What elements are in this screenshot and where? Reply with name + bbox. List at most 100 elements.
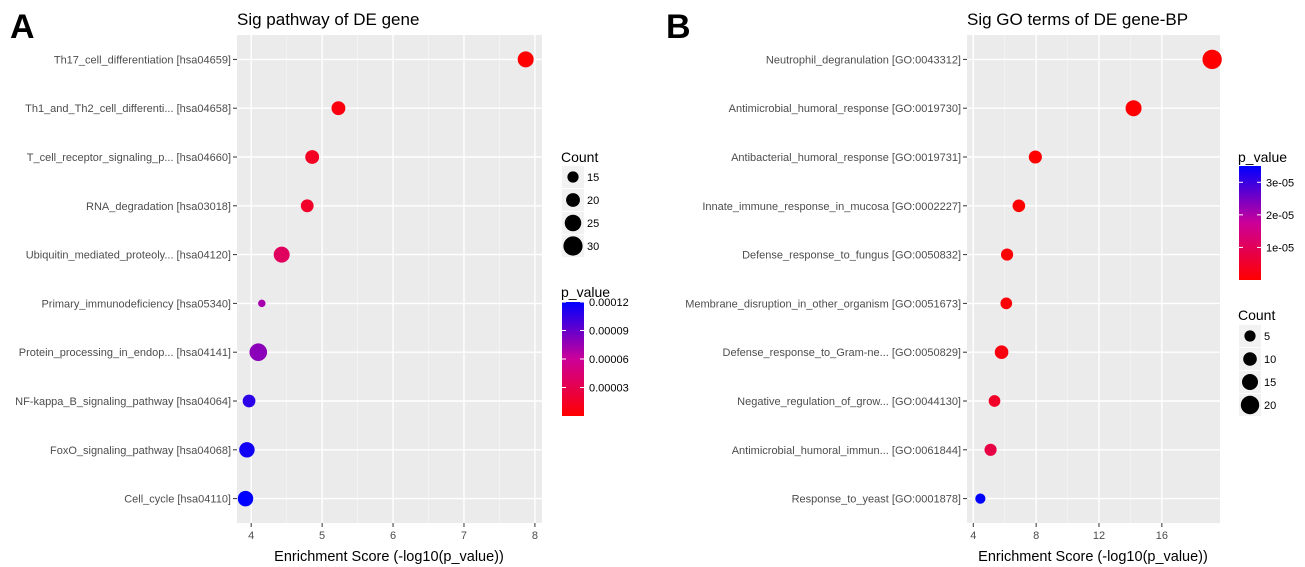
x-tick-label: 4	[970, 530, 976, 542]
chart-title-a: Sig pathway of DE gene	[237, 10, 419, 29]
y-tick-label: Neutrophil_degranulation [GO:0043312]	[766, 54, 961, 66]
colorbar-label: 3e-05	[1266, 177, 1294, 189]
y-tick-label: FoxO_signaling_pathway [hsa04068]	[50, 445, 231, 457]
size-legend-label: 15	[1264, 377, 1276, 389]
pvalue-legend-a: p_value 0.00012 0.00009 0.00006 0.00003	[561, 284, 629, 416]
data-points-a	[237, 51, 534, 507]
y-tick-label: RNA_degradation [hsa03018]	[86, 201, 231, 213]
panel-a: A Sig pathway of DE gene Th17_cell_diffe…	[10, 8, 629, 565]
x-tick-label: 8	[1033, 530, 1039, 542]
size-legend-dot	[1240, 395, 1260, 415]
y-tick-labels-b: Neutrophil_degranulation [GO:0043312] Ant…	[685, 54, 967, 506]
pvalue-colorbar-a	[562, 302, 584, 416]
y-tick-label: NF-kappa_B_signaling_pathway [hsa04064]	[15, 396, 231, 408]
data-point	[237, 490, 254, 507]
data-point	[1000, 297, 1013, 310]
y-tick-label: Antibacterial_humoral_response [GO:00197…	[731, 152, 961, 164]
data-point	[242, 394, 256, 408]
colorbar-label: 0.00006	[589, 354, 629, 366]
data-point	[305, 150, 320, 164]
y-tick-label: Protein_processing_in_endop... [hsa04141…	[19, 347, 231, 359]
size-legend-label: 5	[1264, 331, 1270, 343]
count-legend-b: Count 5 10 15 20	[1238, 307, 1276, 416]
x-tick-labels-b: 4 8 12 16	[970, 523, 1168, 542]
data-point	[1125, 100, 1142, 117]
y-tick-label: Response_to_yeast [GO:0001878]	[792, 494, 961, 506]
x-tick-label: 7	[461, 530, 467, 542]
x-axis-label-b: Enrichment Score (-log10(p_value))	[978, 549, 1208, 565]
data-point	[975, 493, 986, 504]
size-legend-dot	[564, 214, 582, 232]
size-legend-dot	[567, 171, 579, 183]
pvalue-colorbar-b	[1239, 166, 1261, 280]
y-tick-label: Ubiquitin_mediated_proteoly... [hsa04120…	[26, 250, 231, 262]
size-legend-label: 20	[1264, 400, 1276, 412]
panel-letter-a: A	[10, 8, 35, 46]
colorbar-label: 0.00012	[589, 297, 629, 309]
data-point	[1202, 49, 1222, 70]
colorbar-label: 0.00009	[589, 326, 629, 338]
size-legend-label: 25	[587, 218, 599, 230]
data-point	[239, 442, 255, 458]
colorbar-label: 1e-05	[1266, 242, 1294, 254]
data-points-b	[975, 49, 1222, 504]
y-tick-label: Th17_cell_differentiation [hsa04659]	[54, 54, 231, 66]
plot-panel-b	[967, 35, 1220, 523]
chart-title-b: Sig GO terms of DE gene-BP	[967, 10, 1188, 29]
gridlines-a	[237, 35, 542, 523]
y-tick-label: Membrane_disruption_in_other_organism [G…	[685, 298, 961, 310]
data-point	[258, 299, 266, 308]
x-tick-label: 12	[1093, 530, 1105, 542]
data-point	[300, 199, 314, 213]
y-tick-label: Cell_cycle [hsa04110]	[124, 494, 231, 506]
data-point	[994, 345, 1009, 360]
x-tick-labels-a: 4 5 6 7 8	[248, 523, 538, 542]
y-tick-label: Defense_response_to_fungus [GO:0050832]	[742, 250, 961, 262]
size-legend-dot	[566, 193, 580, 207]
data-point	[249, 343, 268, 362]
data-point	[1012, 199, 1026, 213]
panel-letter-b: B	[666, 8, 691, 46]
data-point	[273, 246, 290, 263]
size-legend-dot	[1242, 374, 1258, 390]
size-legend-dot	[563, 236, 583, 256]
x-tick-label: 8	[532, 530, 538, 542]
count-legend-a: Count 15 20 25 30	[561, 149, 599, 257]
x-tick-label: 5	[319, 530, 325, 542]
colorbar-label: 2e-05	[1266, 210, 1294, 222]
y-tick-label: Primary_immunodeficiency [hsa05340]	[41, 298, 231, 310]
data-point	[517, 51, 534, 68]
y-tick-label: Antimicrobial_humoral_response [GO:00197…	[729, 103, 961, 115]
count-legend-title-b: Count	[1238, 307, 1275, 323]
data-point	[331, 101, 346, 116]
pvalue-legend-title-a: p_value	[561, 284, 610, 300]
data-point	[984, 443, 997, 456]
data-point	[988, 395, 1001, 407]
count-legend-title-a: Count	[561, 149, 598, 165]
size-legend-label: 15	[587, 172, 599, 184]
size-legend-dot	[1243, 352, 1257, 366]
x-tick-label: 16	[1156, 530, 1168, 542]
x-tick-label: 6	[390, 530, 396, 542]
y-tick-labels-a: Th17_cell_differentiation [hsa04659] Th1_…	[15, 54, 237, 506]
y-tick-label: T_cell_receptor_signaling_p... [hsa04660…	[27, 152, 231, 164]
colorbar-label: 0.00003	[589, 383, 629, 395]
size-legend-dot	[1244, 330, 1256, 342]
size-legend-label: 10	[1264, 354, 1276, 366]
y-tick-label: Th1_and_Th2_cell_differenti... [hsa04658…	[25, 103, 231, 115]
size-legend-label: 30	[587, 241, 599, 253]
data-point	[1028, 150, 1042, 164]
x-tick-label: 4	[248, 530, 254, 542]
x-axis-label-a: Enrichment Score (-log10(p_value))	[274, 549, 504, 565]
gridlines-b	[967, 35, 1220, 523]
plot-panel-a	[237, 35, 542, 523]
data-point	[1000, 248, 1014, 261]
y-tick-label: Innate_immune_response_in_mucosa [GO:000…	[702, 201, 961, 213]
size-legend-label: 20	[587, 195, 599, 207]
pvalue-legend-title-b: p_value	[1238, 149, 1287, 165]
panel-b: B Sig GO terms of DE gene-BP Neutrophil_…	[666, 8, 1294, 565]
y-tick-label: Antimicrobial_humoral_immun... [GO:00618…	[732, 445, 961, 457]
pvalue-legend-b: p_value 3e-05 2e-05 1e-05	[1238, 149, 1294, 280]
y-tick-label: Negative_regulation_of_grow... [GO:00441…	[737, 396, 961, 408]
